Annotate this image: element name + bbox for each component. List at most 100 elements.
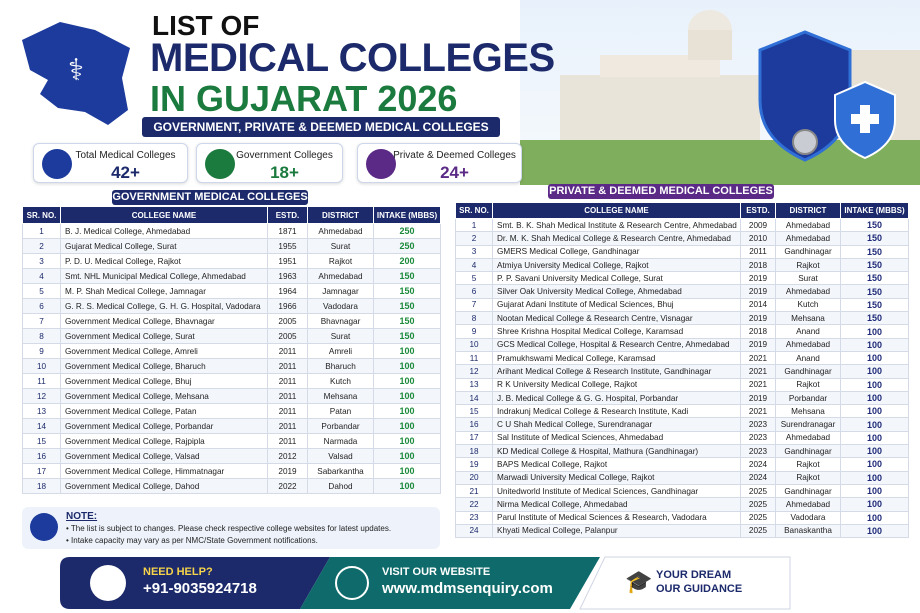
district: Surat	[307, 328, 374, 344]
intake: 100	[840, 377, 909, 392]
svg-text:⚕: ⚕	[68, 54, 84, 87]
phone[interactable]: +91-9035924718	[143, 580, 257, 597]
sr-no: 5	[22, 283, 61, 299]
intake: 100	[840, 404, 909, 419]
district: Gandhinagar	[775, 244, 841, 259]
row: 2 Dr. M. K. Shah Medical College & Resear…	[455, 231, 909, 246]
estd: 2011	[267, 373, 308, 389]
district: Bharuch	[307, 358, 374, 374]
stat-card: Private & Deemed Colleges 24+	[357, 143, 522, 183]
college-name: Pramukhswami Medical College, Karamsad	[492, 350, 741, 366]
intake: 150	[840, 311, 909, 326]
college-name: Khyati Medical College, Palanpur	[492, 523, 741, 539]
sr-no: 4	[455, 257, 493, 273]
district: Rajkot	[775, 470, 841, 485]
estd: 1966	[267, 298, 308, 314]
district: Anand	[775, 350, 841, 366]
college-name: Government Medical College, Himmatnagar	[60, 463, 268, 479]
district: Gandhinagar	[775, 364, 841, 379]
estd: 2021	[740, 350, 776, 366]
stat-label: Total Medical Colleges	[75, 150, 176, 161]
icon	[205, 149, 235, 179]
row: 8 Government Medical College, Surat 2005 Su…	[22, 328, 441, 344]
header-row: SR. NO. COLLEGE NAME ESTD. DISTRICT INTAKE (…	[455, 202, 909, 219]
row: 9 Shree Krishna Hospital Medical College,…	[455, 324, 909, 339]
sr-no: 16	[455, 417, 493, 432]
estd: 2005	[267, 328, 308, 344]
intake: 250	[373, 223, 441, 239]
sr-no: 21	[455, 483, 493, 499]
district: Gandhinagar	[775, 444, 841, 459]
column-header: SR. NO.	[22, 206, 61, 224]
svg-text:🎓: 🎓	[625, 569, 652, 594]
district: Kutch	[775, 297, 841, 313]
district: Mehsana	[775, 404, 841, 419]
estd: 2009	[740, 217, 776, 233]
stat-value: 24+	[440, 163, 469, 182]
row: 3 GMERS Medical College, Gandhinagar 2011 G…	[455, 244, 909, 259]
district: Banaskantha	[775, 523, 841, 539]
sr-no: 14	[455, 390, 493, 406]
intake: 100	[373, 478, 441, 494]
sr-no: 23	[455, 510, 493, 525]
intake: 150	[840, 271, 909, 286]
college-name: M. P. Shah Medical College, Jamnagar	[60, 283, 268, 299]
row: 24 Khyati Medical College, Palanpur 2025 Ba…	[455, 523, 909, 539]
note-box: NOTE: • The list is subject to changes. …	[22, 507, 440, 549]
sr-no: 12	[455, 364, 493, 379]
district: Amreli	[307, 343, 374, 359]
sr-no: 13	[22, 403, 61, 419]
column-header: COLLEGE NAME	[60, 206, 268, 224]
estd: 2011	[267, 433, 308, 449]
sr-no: 18	[455, 444, 493, 459]
help-label: NEED HELP?	[143, 566, 213, 578]
college-name: Marwadi University Medical College, Rajk…	[492, 470, 741, 485]
header-row: SR. NO. COLLEGE NAME ESTD. DISTRICT INTAKE (…	[22, 206, 441, 224]
college-name: R K University Medical College, Rajkot	[492, 377, 741, 392]
estd: 1951	[267, 253, 308, 269]
intake: 100	[373, 448, 441, 464]
row: 4 Atmiya University Medical College, Rajk…	[455, 257, 909, 273]
row: 18 Government Medical College, Dahod 2022 D…	[22, 478, 441, 494]
college-name: C U Shah Medical College, Surendranagar	[492, 417, 741, 432]
district: Surendranagar	[775, 417, 841, 432]
row: 7 Government Medical College, Bhavnagar 20…	[22, 313, 441, 329]
sr-no: 18	[22, 478, 61, 494]
sr-no: 17	[455, 430, 493, 446]
website[interactable]: www.mdmsenquiry.com	[382, 580, 553, 597]
intake: 200	[373, 253, 441, 269]
stat-value: 42+	[111, 163, 140, 182]
district: Surat	[307, 238, 374, 254]
sr-no: 10	[455, 337, 493, 352]
college-name: Unitedworld Institute of Medical Science…	[492, 483, 741, 499]
college-name: Shree Krishna Hospital Medical College, …	[492, 324, 741, 339]
college-name: KD Medical College & Hospital, Mathura (…	[492, 444, 741, 459]
note-text: Intake capacity may vary as per NMC/Stat…	[71, 536, 318, 545]
district: Ahmedabad	[775, 284, 841, 299]
estd: 1955	[267, 238, 308, 254]
sr-no: 2	[455, 231, 493, 246]
district: Mehsana	[307, 388, 374, 404]
column-header: SR. NO.	[455, 202, 493, 219]
college-name: J. B. Medical College & G. G. Hospital, …	[492, 390, 741, 406]
college-name: Government Medical College, Bhavnagar	[60, 313, 268, 329]
college-name: Nirma Medical College, Ahmedabad	[492, 497, 741, 512]
intake: 100	[840, 364, 909, 379]
row: 14 Government Medical College, Porbandar 2…	[22, 418, 441, 434]
row: 17 Sal Institute of Medical Sciences, Ahm…	[455, 430, 909, 446]
note-text: The list is subject to changes. Please c…	[70, 524, 392, 533]
sr-no: 15	[455, 404, 493, 419]
college-name: P. D. U. Medical College, Rajkot	[60, 253, 268, 269]
college-name: Government Medical College, Bharuch	[60, 358, 268, 374]
estd: 1871	[267, 223, 308, 239]
title-line: MEDICAL COLLEGES	[150, 36, 555, 80]
sr-no: 2	[22, 238, 61, 254]
sr-no: 10	[22, 358, 61, 374]
estd: 2012	[267, 448, 308, 464]
college-name: P. P. Savani University Medical College,…	[492, 271, 741, 286]
stat-card: Total Medical Colleges 42+	[33, 143, 188, 183]
sr-no: 6	[22, 298, 61, 314]
college-name: G. R. S. Medical College, G. H. G. Hospi…	[60, 298, 268, 314]
district: Mehsana	[775, 311, 841, 326]
row: 12 Government Medical College, Mehsana 201…	[22, 388, 441, 404]
